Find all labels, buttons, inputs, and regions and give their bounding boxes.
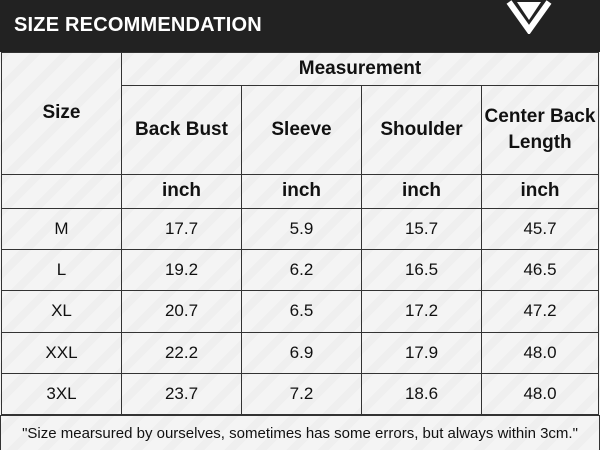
- value-cell: 6.2: [241, 249, 362, 292]
- column-header-back-bust: Back Bust: [121, 85, 242, 175]
- value-cell: 16.5: [361, 249, 482, 292]
- unit-label: inch: [241, 173, 362, 209]
- size-disclaimer-note: "Size mearsured by ourselves, sometimes …: [0, 415, 600, 450]
- table-row: M 17.7 5.9 15.7 45.7: [1, 207, 599, 251]
- value-cell: 48.0: [481, 372, 599, 416]
- size-cell: XXL: [1, 331, 122, 374]
- value-cell: 23.7: [121, 372, 242, 416]
- column-header-sleeve: Sleeve: [241, 85, 362, 175]
- value-cell: 46.5: [481, 249, 599, 292]
- table-area: Size Measurement Back Bust Sleeve Should…: [0, 51, 600, 450]
- size-cell: XL: [1, 290, 122, 333]
- page-title: SIZE RECOMMENDATION: [14, 14, 262, 36]
- size-cell: M: [1, 207, 122, 251]
- value-cell: 17.9: [361, 331, 482, 374]
- unit-label: inch: [481, 173, 599, 209]
- unit-label: inch: [121, 173, 242, 209]
- value-cell: 19.2: [121, 249, 242, 292]
- value-cell: 20.7: [121, 290, 242, 333]
- value-cell: 22.2: [121, 331, 242, 374]
- chevron-down-icon: [506, 0, 552, 34]
- value-cell: 48.0: [481, 331, 599, 374]
- column-header-shoulder: Shoulder: [361, 85, 482, 175]
- value-cell: 17.2: [361, 290, 482, 333]
- value-cell: 45.7: [481, 207, 599, 251]
- measurement-group-header: Measurement: [121, 51, 599, 87]
- value-cell: 47.2: [481, 290, 599, 333]
- value-cell: 5.9: [241, 207, 362, 251]
- value-cell: 6.9: [241, 331, 362, 374]
- unit-label: inch: [361, 173, 482, 209]
- value-cell: 6.5: [241, 290, 362, 333]
- size-table: Size Measurement Back Bust Sleeve Should…: [1, 51, 599, 416]
- table-row: L 19.2 6.2 16.5 46.5: [1, 249, 599, 292]
- size-column-header: Size: [1, 52, 122, 175]
- table-row: 3XL 23.7 7.2 18.6 48.0: [1, 372, 599, 416]
- value-cell: 17.7: [121, 207, 242, 251]
- size-cell: 3XL: [1, 372, 122, 416]
- size-cell: L: [1, 249, 122, 292]
- header-bar: SIZE RECOMMENDATION: [0, 0, 600, 52]
- column-header-center-back-length: Center Back Length: [481, 85, 599, 175]
- table-row: XXL 22.2 6.9 17.9 48.0: [1, 331, 599, 374]
- value-cell: 15.7: [361, 207, 482, 251]
- unit-row-blank: [1, 173, 122, 209]
- value-cell: 18.6: [361, 372, 482, 416]
- table-row: XL 20.7 6.5 17.2 47.2: [1, 290, 599, 333]
- value-cell: 7.2: [241, 372, 362, 416]
